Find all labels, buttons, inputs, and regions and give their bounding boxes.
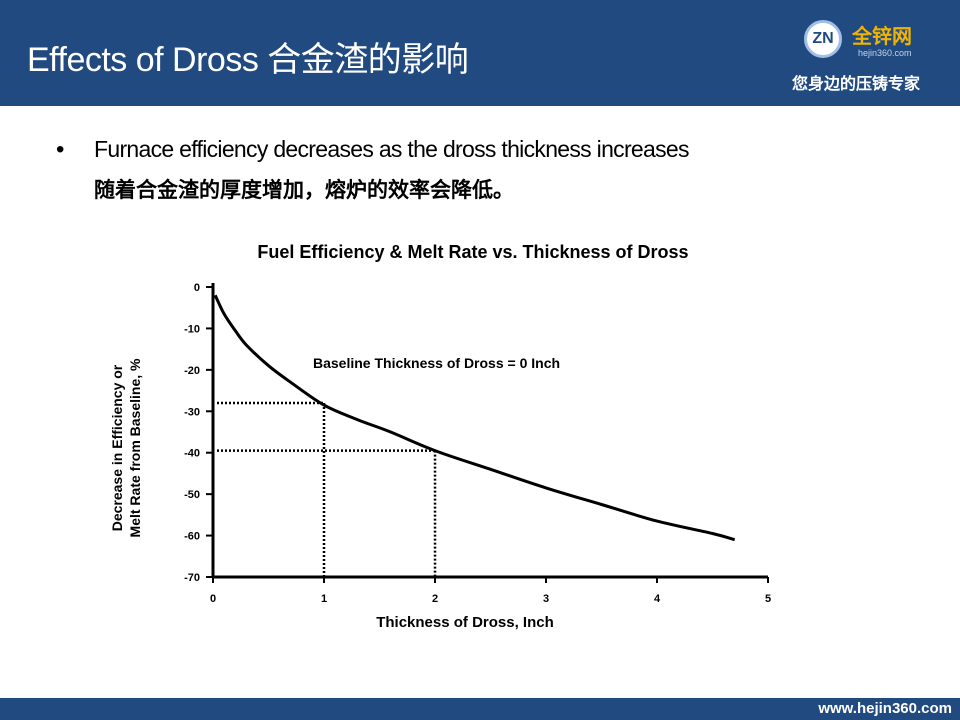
- x-axis-label: Thickness of Dross, Inch: [376, 614, 554, 631]
- y-tick-label: -10: [184, 323, 200, 335]
- logo-url: hejin360.com: [858, 48, 912, 58]
- y-axis-label-line2: Melt Rate from Baseline, %: [127, 358, 143, 537]
- x-tick-label: 2: [432, 593, 438, 605]
- x-tick-label: 4: [654, 593, 661, 605]
- y-tick-label: -50: [184, 489, 200, 501]
- slide-title: Effects of Dross 合金渣的影响: [27, 41, 469, 79]
- y-tick-label: -60: [184, 531, 200, 543]
- y-tick-label: -40: [184, 448, 200, 460]
- logo-name: 全锌网: [852, 24, 912, 48]
- footer-url: www.hejin360.com: [818, 700, 952, 717]
- y-tick-label: -70: [184, 572, 200, 584]
- chart-annotation: Baseline Thickness of Dross = 0 Inch: [313, 355, 560, 371]
- bullet-dot-icon: •: [56, 136, 65, 163]
- y-tick-label: -20: [184, 365, 200, 377]
- y-tick-label: -30: [184, 406, 200, 418]
- slide-header: Effects of Dross 合金渣的影响 ZN 全锌网 hejin360.…: [0, 0, 960, 106]
- bullet-text-en: Furnace efficiency decreases as the dros…: [94, 136, 690, 162]
- series-line: [213, 294, 736, 542]
- dross-chart: Fuel Efficiency & Melt Rate vs. Thicknes…: [109, 242, 771, 631]
- logo-slogan: 您身边的压铸专家: [792, 74, 921, 93]
- y-axis-label-line1: Decrease in Efficiency or: [109, 364, 125, 531]
- chart-title: Fuel Efficiency & Melt Rate vs. Thicknes…: [257, 242, 688, 262]
- x-tick-label: 5: [765, 593, 771, 605]
- x-tick-label: 3: [543, 593, 549, 605]
- x-tick-label: 0: [210, 593, 216, 605]
- x-tick-label: 1: [321, 593, 327, 605]
- chart-plot-area: 0 -10 -20 -30 -40 -50 -60 -70 0 1 2 3 4 5: [184, 282, 771, 605]
- site-logo: ZN 全锌网 hejin360.com 您身边的压铸专家: [792, 12, 956, 98]
- bullet-text-cn: 随着合金渣的厚度增加，熔炉的效率会降低。: [94, 177, 514, 202]
- slide-footer: www.hejin360.com: [0, 698, 960, 720]
- logo-badge-icon: ZN: [804, 20, 842, 58]
- y-tick-label: 0: [194, 282, 200, 294]
